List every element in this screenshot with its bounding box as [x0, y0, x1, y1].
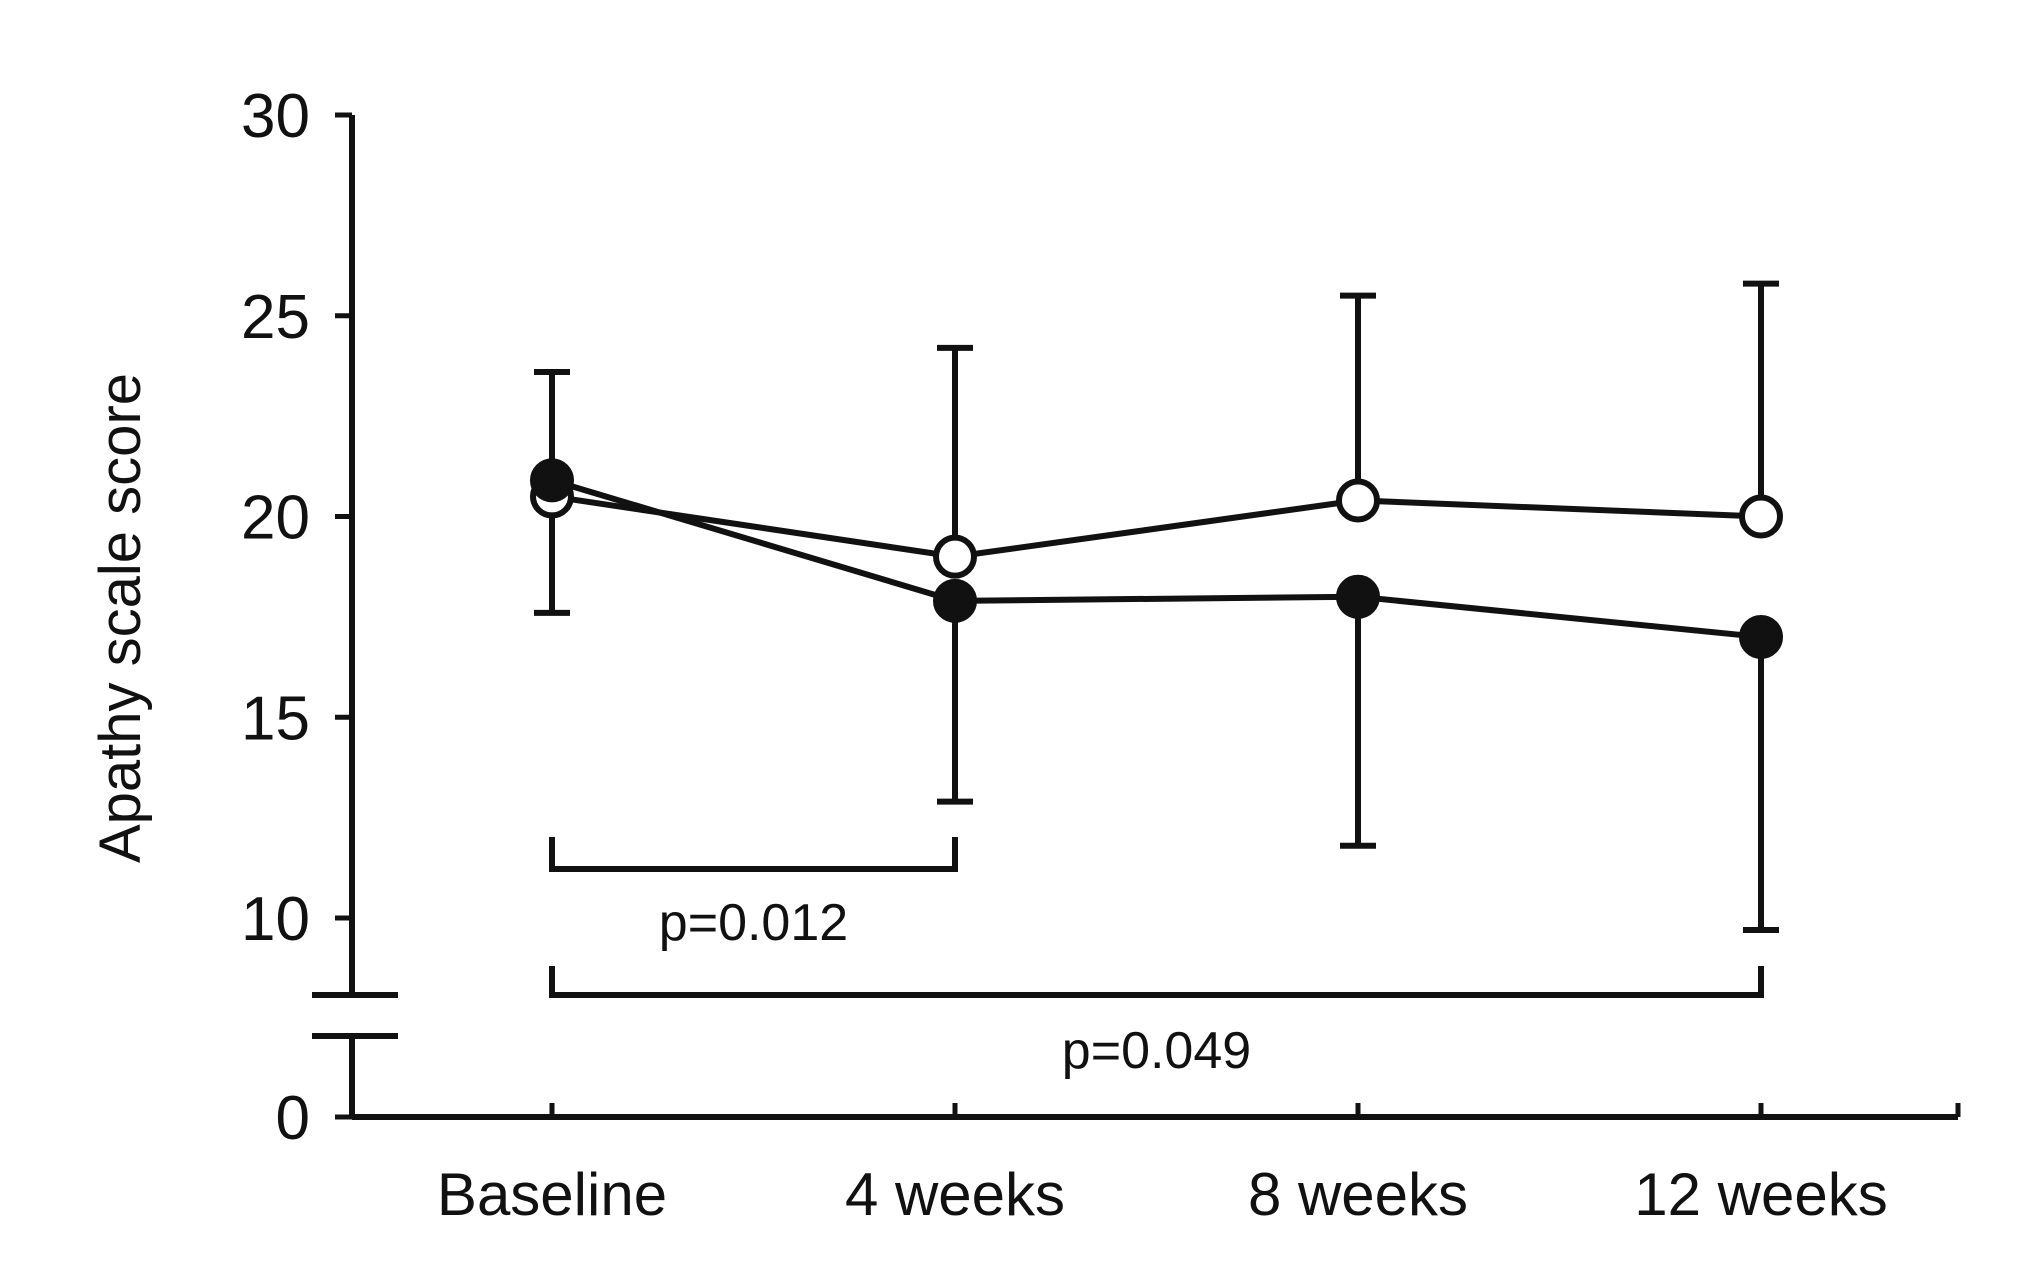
filled-circle-point [530, 458, 574, 503]
series-line-open [551, 493, 1762, 560]
p-value-label: p=0.049 [1062, 1022, 1251, 1080]
significance-brackets [549, 837, 1764, 998]
y-axis-title: Apathy scale score [88, 373, 153, 863]
open-circle-point [1336, 478, 1380, 523]
y-tick-label: 30 [241, 82, 310, 151]
open-circle-point [933, 534, 977, 579]
axes [312, 112, 1961, 1120]
open-circle-point [1739, 494, 1783, 539]
significance-bracket [549, 837, 958, 872]
series-lines [551, 477, 1762, 640]
y-tick-label: 0 [276, 1084, 310, 1153]
y-tick-label: 10 [241, 885, 310, 954]
series-line-filled [551, 477, 1762, 640]
y-tick-label: 20 [241, 484, 310, 553]
error-bars [534, 280, 1779, 934]
x-tick-label: Baseline [437, 1161, 667, 1228]
p-value-label: p=0.012 [659, 894, 848, 952]
x-tick-label: 12 weeks [1634, 1161, 1887, 1228]
x-tick-label: 4 weeks [845, 1161, 1065, 1228]
series-markers [530, 458, 1783, 659]
y-tick-label: 15 [241, 684, 310, 753]
significance-bracket [549, 966, 1764, 998]
y-tick-label: 25 [241, 283, 310, 352]
filled-circle-point [1336, 574, 1380, 619]
filled-circle-point [1739, 614, 1783, 659]
x-tick-label: 8 weeks [1248, 1161, 1468, 1228]
filled-circle-point [933, 578, 977, 623]
labels: 0 10 15 20 25 30 Baseline 4 weeks 8 weeks 12 week… [88, 82, 1888, 1228]
